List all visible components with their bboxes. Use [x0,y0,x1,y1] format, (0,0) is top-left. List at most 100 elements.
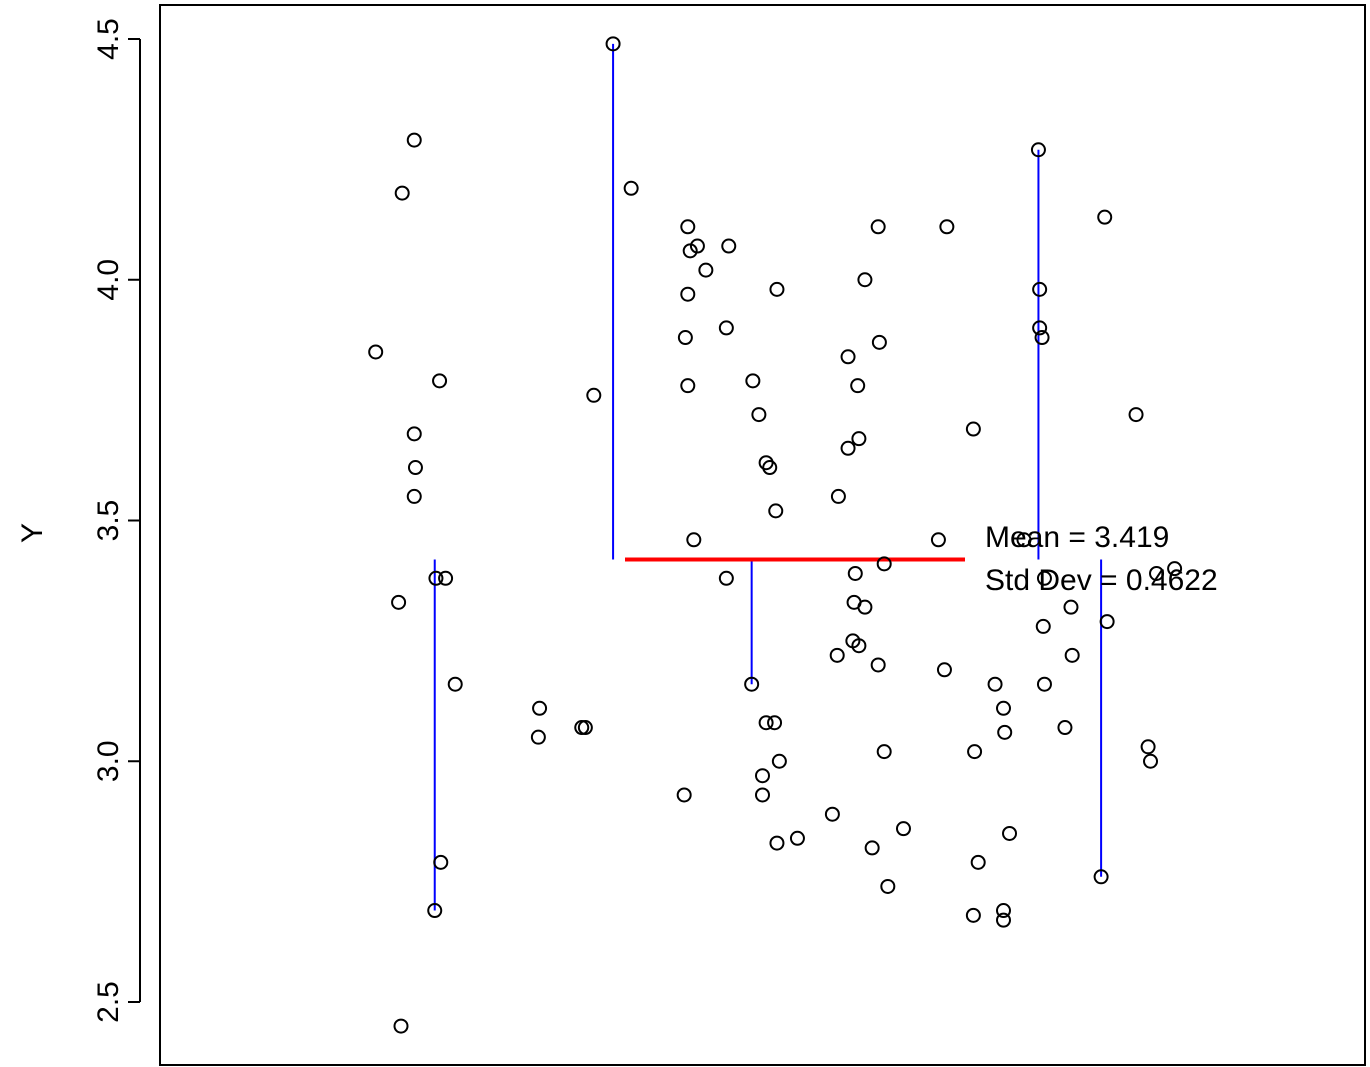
data-point [965,421,981,437]
data-point [1099,614,1115,630]
data-point [368,344,384,360]
deviation-lines [433,43,1103,911]
data-point [829,647,845,663]
data-point [1035,618,1051,634]
data-point [871,334,887,350]
data-point [996,700,1011,716]
y-tick-label: 3.0 [92,740,125,782]
data-point [1143,753,1159,769]
data-point [851,431,867,447]
data-point [1149,565,1165,581]
data-point [769,281,785,297]
data-point [1002,825,1018,841]
data-point [1032,320,1048,336]
data-point [987,676,1003,692]
data-point [767,715,783,731]
data-point [870,219,886,235]
data-point [970,854,986,870]
data-point [840,349,856,365]
data-point [406,426,422,442]
y-axis: 2.5 3.0 3.5 4.0 4.5 [92,18,141,1023]
data-point [996,903,1011,919]
plot-frame [159,4,1366,1066]
data-point [758,715,774,731]
data-point [840,440,856,456]
data-point [407,460,423,476]
data-point [433,854,449,870]
data-point [751,407,767,423]
data-point [623,180,639,196]
data-point [755,787,770,803]
data-point [718,320,734,336]
data-point [1030,142,1046,158]
data-point [762,460,778,476]
data-point [698,262,714,278]
data-point [965,907,981,923]
data-point [1034,330,1050,346]
data-point [432,373,448,389]
data-point [930,532,946,548]
data-point [876,744,892,760]
data-point [532,700,548,716]
data-point [830,488,846,504]
data-point [427,903,443,919]
data-point [768,503,784,519]
data-point [677,330,693,346]
data-point [857,599,873,615]
std-dev-annotation: Std Dev = 0.4622 [985,564,1218,597]
data-point [824,806,840,822]
data-point [391,594,407,610]
data-point [939,219,955,235]
data-point [997,724,1013,740]
data-point [586,387,602,403]
data-point [1016,532,1032,548]
data-point [967,744,983,760]
data-point [769,835,785,851]
data-point [530,729,546,745]
data-point [721,238,737,254]
data-point [857,272,873,288]
data-point [847,565,863,581]
data-point [1167,561,1183,577]
data-point [428,570,444,586]
data-point [864,840,880,856]
data-point [447,676,463,692]
data-point [438,570,454,586]
data-point [1063,599,1079,615]
data-point [771,753,787,769]
y-axis-label: Y [16,523,49,543]
data-point [676,787,692,803]
data-point [1093,869,1109,885]
data-point [680,378,696,394]
data-point [393,1018,409,1034]
y-tick-label: 4.0 [92,259,125,301]
y-tick-label: 3.5 [92,500,125,542]
data-point [686,532,702,548]
data-point [996,912,1011,928]
data-point [1036,676,1052,692]
data-point [1097,209,1113,225]
data-point [577,720,593,736]
data-point [745,373,761,389]
data-point [755,768,770,784]
data-point [895,821,911,837]
data-point [851,638,867,654]
data-point [1140,739,1156,755]
data-point [605,36,621,52]
data-point [680,219,696,235]
data-point [1032,281,1048,297]
data-point [936,662,952,678]
data-point [680,286,696,302]
data-point [406,488,422,504]
data-point [1064,647,1080,663]
y-tick-label: 2.5 [92,981,125,1023]
data-point [1057,720,1073,736]
data-point [1036,570,1052,586]
data-point [718,570,734,586]
data-point [789,830,805,846]
data-point [876,556,892,572]
data-point [406,132,422,148]
mean-annotation: Mean = 3.419 [985,521,1169,554]
data-point [394,185,410,201]
